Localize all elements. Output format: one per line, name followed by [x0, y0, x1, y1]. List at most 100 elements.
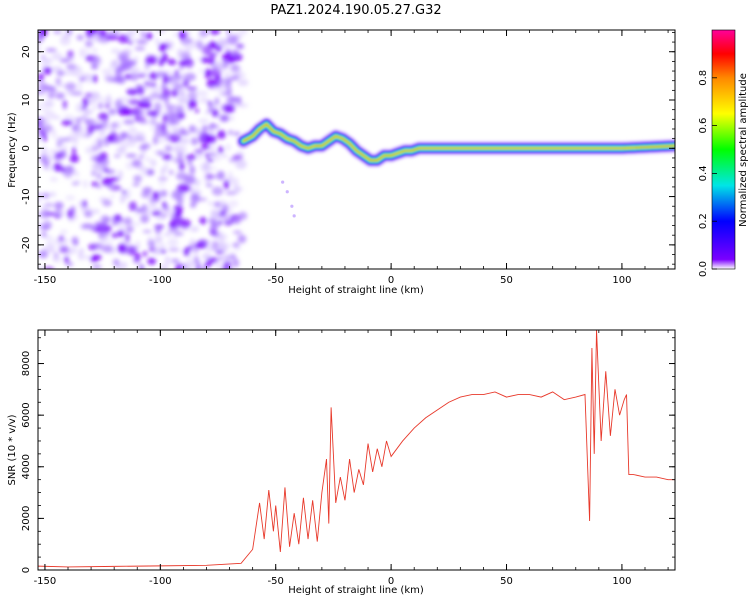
noise-blob — [173, 32, 178, 37]
noise-blob — [40, 209, 51, 219]
noise-blob — [120, 141, 129, 150]
noise-blob — [101, 244, 113, 253]
noise-blob — [56, 235, 66, 244]
noise-blob — [189, 227, 199, 232]
noise-blob — [160, 249, 167, 254]
noise-blob — [145, 32, 153, 40]
noise-blob — [139, 102, 150, 108]
noise-blob — [224, 46, 232, 53]
noise-blob — [98, 230, 104, 239]
noise-blob — [96, 173, 102, 180]
noise-blob — [106, 123, 112, 131]
noise-blob — [150, 159, 157, 168]
noise-blob — [67, 132, 79, 143]
spectrogram-xtick-label: 50 — [500, 275, 513, 286]
noise-blob — [56, 70, 65, 76]
noise-blob — [45, 243, 55, 251]
noise-blob — [175, 87, 186, 92]
noise-blob — [202, 240, 215, 246]
noise-blob — [92, 74, 98, 83]
noise-blob — [59, 167, 66, 172]
noise-blob — [170, 218, 183, 222]
noise-blob — [147, 257, 157, 265]
noise-blob — [75, 171, 80, 177]
noise-blob — [199, 216, 207, 225]
noise-blob — [208, 201, 214, 206]
noise-blob — [193, 95, 198, 101]
noise-blob — [133, 174, 143, 183]
noise-blob — [42, 166, 55, 171]
noise-blob — [93, 228, 102, 233]
noise-blob — [65, 195, 76, 201]
noise-blob — [74, 179, 81, 186]
noise-blob — [53, 30, 62, 34]
noise-blob — [118, 223, 125, 232]
noise-blob — [121, 62, 133, 71]
noise-blob — [178, 113, 185, 119]
noise-blob — [185, 259, 195, 269]
noise-blob — [59, 58, 71, 63]
noise-blob — [226, 86, 233, 96]
noise-blob — [62, 104, 67, 112]
noise-blob — [173, 211, 182, 218]
noise-blob — [54, 201, 64, 210]
noise-blob — [207, 218, 217, 223]
noise-blob — [138, 145, 148, 151]
noise-blob — [223, 179, 230, 190]
noise-blob — [211, 100, 218, 111]
noise-blob — [170, 258, 180, 264]
spectrogram-ylabel: Frequency (Hz) — [7, 112, 18, 188]
noise-blob — [51, 52, 63, 61]
noise-blob — [129, 89, 134, 93]
noise-blob — [85, 49, 91, 54]
noise-blob — [123, 119, 135, 125]
noise-blob — [159, 57, 169, 63]
noise-blob — [208, 125, 215, 136]
noise-blob — [135, 132, 141, 138]
noise-blob — [178, 162, 185, 171]
noise-blob — [184, 40, 196, 50]
noise-blob — [117, 243, 127, 254]
noise-blob — [82, 199, 87, 208]
noise-blob — [107, 240, 114, 244]
noise-blob — [56, 136, 64, 147]
noise-blob — [214, 261, 225, 269]
noise-blob — [147, 235, 152, 246]
noise-blob — [181, 262, 187, 269]
noise-blob — [38, 102, 44, 110]
noise-blob — [92, 258, 98, 262]
noise-blob — [160, 189, 168, 198]
noise-blob — [91, 124, 103, 130]
noise-blob — [206, 183, 213, 187]
noise-blob — [71, 91, 83, 96]
snr-xtick-label: 50 — [500, 576, 513, 587]
noise-blob — [47, 86, 56, 91]
noise-blob — [142, 229, 152, 233]
noise-blob — [206, 257, 218, 264]
noise-blob — [101, 68, 113, 74]
noise-blob — [58, 210, 65, 218]
noise-blob — [112, 187, 125, 192]
noise-blob — [222, 82, 228, 89]
noise-blob — [204, 110, 210, 115]
noise-blob — [133, 244, 142, 248]
noise-blob — [48, 192, 57, 197]
noise-blob — [38, 265, 42, 269]
colorbar-tick-label: 0.2 — [698, 213, 709, 229]
noise-blob — [198, 132, 207, 141]
noise-blob — [81, 106, 87, 110]
noise-blob — [231, 65, 242, 76]
noise-blob — [102, 199, 112, 207]
noise-blob — [192, 193, 198, 200]
noise-blob — [199, 162, 211, 171]
noise-blob — [232, 230, 242, 235]
noise-blob — [81, 132, 92, 139]
spectrogram-xtick-label: -100 — [149, 275, 172, 286]
noise-blob — [215, 63, 223, 73]
noise-blob — [211, 186, 224, 196]
noise-blob — [101, 177, 114, 187]
noise-blob — [152, 191, 160, 200]
noise-blob — [100, 215, 110, 224]
noise-blob — [236, 96, 242, 106]
